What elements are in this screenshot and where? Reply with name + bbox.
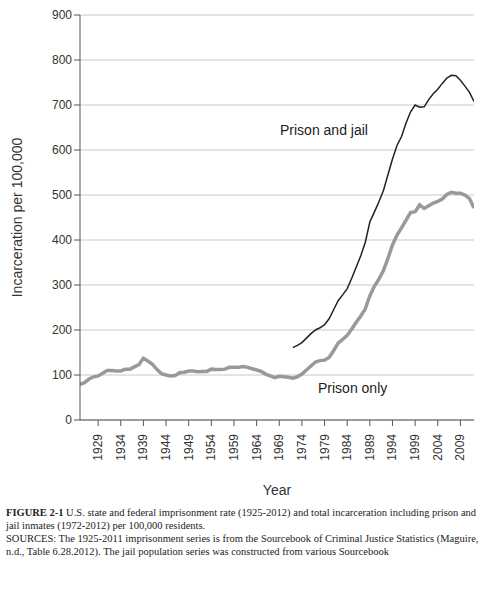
svg-text:1949: 1949 (182, 434, 196, 461)
svg-text:500: 500 (52, 188, 72, 202)
svg-text:300: 300 (52, 278, 72, 292)
svg-text:600: 600 (52, 143, 72, 157)
svg-text:Incarceration per 100,000: Incarceration per 100,000 (9, 138, 25, 298)
svg-text:Year: Year (263, 482, 292, 498)
svg-text:800: 800 (52, 53, 72, 67)
svg-text:1929: 1929 (91, 434, 105, 461)
svg-text:2009: 2009 (453, 434, 467, 461)
svg-text:2004: 2004 (431, 434, 445, 461)
svg-text:1969: 1969 (272, 434, 286, 461)
svg-text:700: 700 (52, 98, 72, 112)
svg-text:100: 100 (52, 368, 72, 382)
html-text:Prison and jail: Prison and jail (280, 122, 368, 138)
html-text:SOURCES: The 1925-2011 impriso: SOURCES: The 1925-2011 imprisonment seri… (6, 533, 479, 557)
svg-text:1989: 1989 (363, 434, 377, 461)
svg-text:1974: 1974 (295, 434, 309, 461)
svg-text:1954: 1954 (204, 434, 218, 461)
svg-text:1964: 1964 (250, 434, 264, 461)
svg-text:0: 0 (65, 413, 72, 427)
svg-text:1934: 1934 (114, 434, 128, 461)
html-text:FIGURE 2-1 U.S. state and fede: FIGURE 2-1 U.S. state and federal impris… (6, 507, 477, 531)
svg-text:400: 400 (52, 233, 72, 247)
svg-text:1979: 1979 (318, 434, 332, 461)
svg-text:1999: 1999 (408, 434, 422, 461)
svg-text:1984: 1984 (340, 434, 354, 461)
svg-text:900: 900 (52, 8, 72, 22)
svg-text:1994: 1994 (385, 434, 399, 461)
svg-text:1959: 1959 (227, 434, 241, 461)
svg-text:200: 200 (52, 323, 72, 337)
svg-text:1944: 1944 (159, 434, 173, 461)
html-text:Prison only: Prison only (318, 380, 388, 396)
svg-text:1939: 1939 (136, 434, 150, 461)
